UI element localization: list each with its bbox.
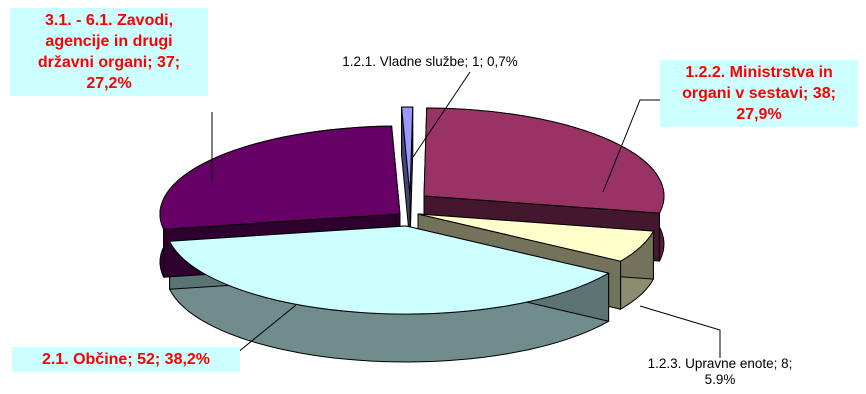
label-upravne-enote: 1.2.3. Upravne enote; 8; 5.9% [647,356,793,387]
leader-obcine [231,304,297,358]
leader-upravne-enote [639,305,721,358]
label-zavodi: 3.1. - 6.1. Zavodi, agencije in drugi dr… [10,8,208,96]
slice-1-2-2-ministrstva-in-organi-v-sestavi [423,107,665,214]
label-obcine: 2.1. Občine; 52; 38,2% [12,347,240,372]
leader-ministrstva [602,99,664,193]
label-ministrstva: 1.2.2. Ministrstva in organi v sestavi; … [660,60,858,127]
leader-vladne-sluzbe [410,71,471,161]
slice-1-2-1-vladne-slu-be [401,106,414,196]
slice-3-1-6-1-zavodi-agencije-in-drugi-dr-avni-organi [159,125,401,230]
slice-2-1-ob-ine [168,225,610,315]
label-vladne-sluzbe: 1.2.1. Vladne službe; 1; 0,7% [342,54,518,69]
slice-1-2-3-upravne-enote [417,213,655,262]
